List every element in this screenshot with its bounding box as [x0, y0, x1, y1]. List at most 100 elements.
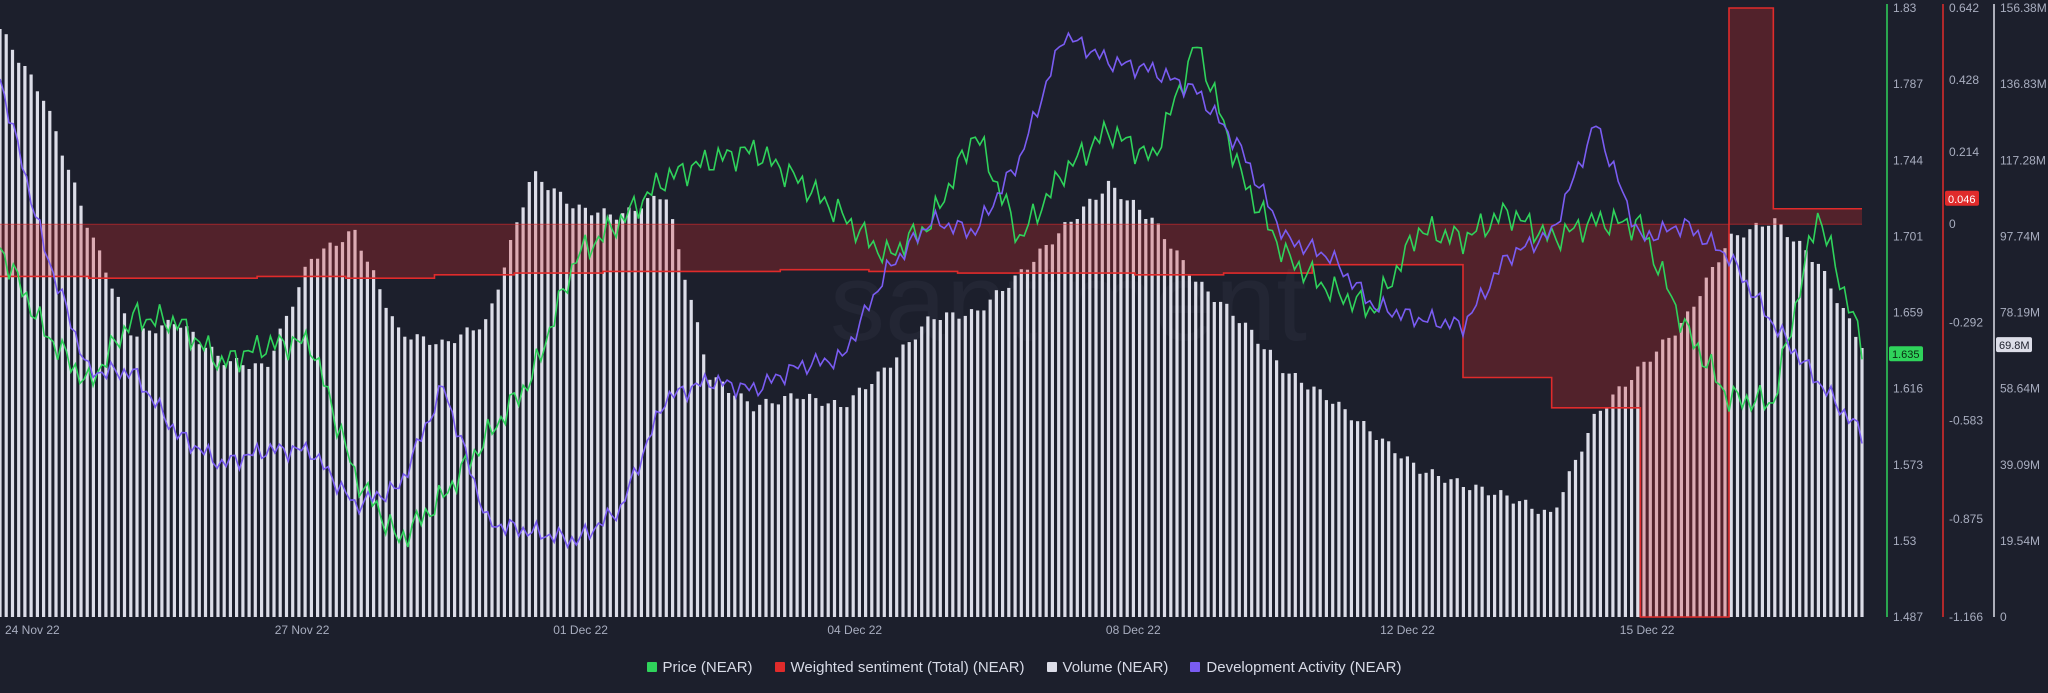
volume-bar — [957, 318, 961, 617]
volume-bar — [1555, 507, 1559, 617]
volume-bar — [397, 327, 401, 617]
volume-bar — [1760, 226, 1764, 617]
volume-bar — [465, 327, 469, 617]
volume-bar — [166, 319, 170, 617]
volume-bar — [1331, 403, 1335, 617]
volume-bar — [652, 195, 656, 617]
volume-bar — [938, 320, 942, 617]
volume-bar — [154, 333, 158, 617]
volume-bar — [1785, 237, 1789, 617]
volume-bar — [795, 398, 799, 617]
volume-bar — [565, 203, 569, 617]
volume-bar — [1144, 219, 1148, 617]
volume-bar — [720, 381, 724, 617]
volume-bar — [527, 182, 531, 617]
volume-bar — [1729, 233, 1733, 617]
volume-bar — [1200, 281, 1204, 617]
volume-bar — [1580, 451, 1584, 617]
volume-bar — [372, 270, 376, 617]
volume-bar — [1686, 311, 1690, 617]
volume-tick-label: 78.19M — [2000, 306, 2040, 320]
volume-bar — [876, 371, 880, 617]
volume-bar — [247, 369, 251, 617]
volume-bar — [1293, 373, 1297, 617]
volume-bar — [48, 110, 52, 618]
volume-bar — [1798, 240, 1802, 617]
volume-bar — [235, 358, 239, 617]
x-tick-label: 08 Dec 22 — [1106, 623, 1161, 637]
volume-bar — [390, 316, 394, 617]
volume-bar — [1486, 495, 1490, 617]
volume-bar — [776, 404, 780, 617]
volume-bar — [1505, 495, 1509, 617]
volume-tick-label: 156.38M — [2000, 1, 2047, 15]
volume-bar — [857, 387, 861, 617]
volume-current-badge-bg — [1996, 337, 2032, 353]
legend-item-volume[interactable]: Volume (NEAR) — [1046, 659, 1168, 676]
price-tick-label: 1.787 — [1893, 77, 1923, 91]
volume-bar — [415, 334, 419, 617]
volume-bar — [1349, 420, 1353, 617]
volume-bar — [1611, 394, 1615, 617]
volume-bar — [683, 279, 687, 617]
volume-bar — [1654, 351, 1659, 617]
volume-bar — [1119, 199, 1123, 617]
volume-bar — [122, 313, 127, 617]
volume-bar — [1019, 269, 1023, 617]
volume-bar — [1841, 308, 1845, 617]
volume-bar — [895, 357, 899, 617]
volume-bar — [1723, 248, 1727, 617]
x-tick-label: 15 Dec 22 — [1620, 623, 1675, 637]
sentiment-tick-label: -0.875 — [1949, 512, 1983, 526]
volume-bar — [1630, 380, 1634, 617]
volume-bar — [988, 299, 992, 617]
volume-bar — [1131, 199, 1135, 617]
volume-bar — [266, 366, 270, 617]
volume-bar — [1181, 260, 1185, 617]
volume-bar — [1194, 281, 1198, 617]
volume-bar — [29, 74, 33, 617]
volume-bar — [515, 222, 519, 618]
volume-bar — [1698, 296, 1702, 617]
volume-bar — [17, 62, 21, 618]
sentiment-current-badge-bg — [1945, 190, 1979, 206]
volume-bar — [1225, 303, 1229, 617]
sentiment-tick-label: 0.428 — [1949, 73, 1979, 87]
volume-bar — [1088, 198, 1092, 618]
volume-bar — [1692, 306, 1696, 617]
volume-bar — [689, 299, 693, 617]
volume-bar — [42, 100, 46, 618]
volume-bar — [1007, 287, 1011, 617]
volume-bar — [104, 272, 108, 617]
volume-bar — [1362, 421, 1366, 617]
volume-bar — [1380, 438, 1385, 617]
volume-bar — [1667, 337, 1671, 617]
volume-bar — [1281, 373, 1285, 617]
volume-tick-label: 19.54M — [2000, 534, 2040, 548]
volume-bar — [913, 339, 917, 617]
price-tick-label: 1.83 — [1893, 1, 1917, 15]
volume-bar — [1679, 323, 1683, 617]
volume-bar — [1125, 200, 1129, 617]
volume-bar — [1013, 275, 1017, 617]
volume-bar — [378, 289, 382, 617]
volume-bar — [1393, 453, 1397, 617]
x-tick-label: 24 Nov 22 — [5, 623, 60, 637]
legend-item-price[interactable]: Price (NEAR) — [646, 659, 753, 676]
volume-bar — [1231, 315, 1235, 617]
volume-bar — [1561, 492, 1565, 617]
volume-bar — [1069, 221, 1073, 618]
volume-swatch-icon — [1046, 662, 1057, 672]
volume-bar — [851, 395, 855, 617]
legend-item-sentiment[interactable]: Weighted sentiment (Total) (NEAR) — [774, 658, 1025, 676]
volume-bar — [384, 307, 388, 617]
volume-bar — [197, 344, 201, 617]
volume-bar — [453, 343, 457, 617]
volume-bar — [1082, 206, 1086, 617]
volume-bar — [1243, 322, 1248, 617]
legend-label-sentiment: Weighted sentiment (Total) (NEAR) — [790, 658, 1025, 676]
volume-bar — [1212, 302, 1216, 617]
legend-item-dev-activity[interactable]: Development Activity (NEAR) — [1190, 659, 1401, 676]
sentiment-tick-label: 0 — [1949, 217, 1956, 231]
